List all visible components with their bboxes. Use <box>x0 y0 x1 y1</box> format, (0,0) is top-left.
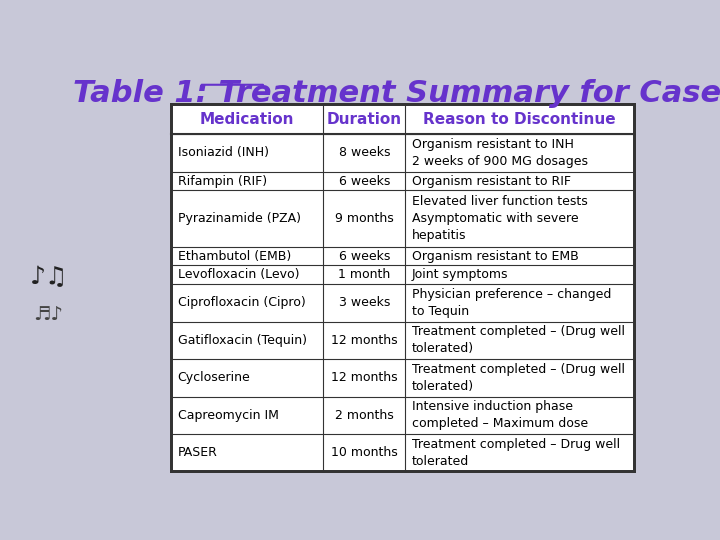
Text: Pyrazinamide (PZA): Pyrazinamide (PZA) <box>178 212 301 225</box>
Text: Cycloserine: Cycloserine <box>178 372 251 384</box>
Text: 6 weeks: 6 weeks <box>338 174 390 187</box>
Text: Organism resistant to RIF: Organism resistant to RIF <box>412 174 571 187</box>
Bar <box>171 104 634 471</box>
Text: Treatment completed – (Drug well
tolerated): Treatment completed – (Drug well tolerat… <box>412 325 625 355</box>
Text: Duration: Duration <box>327 112 402 127</box>
Text: 8 weeks: 8 weeks <box>338 146 390 159</box>
Text: 6 weeks: 6 weeks <box>338 249 390 262</box>
Text: Rifampin (RIF): Rifampin (RIF) <box>178 174 266 187</box>
Text: 12 months: 12 months <box>331 334 397 347</box>
Text: Elevated liver function tests
Asymptomatic with severe
hepatitis: Elevated liver function tests Asymptomat… <box>412 195 588 242</box>
Text: Ethambutol (EMB): Ethambutol (EMB) <box>178 249 291 262</box>
Text: Treatment completed – Drug well
tolerated: Treatment completed – Drug well tolerate… <box>412 438 620 468</box>
Text: 2 months: 2 months <box>335 409 394 422</box>
Text: Treatment completed – (Drug well
tolerated): Treatment completed – (Drug well tolerat… <box>412 363 625 393</box>
Text: Reason to Discontinue: Reason to Discontinue <box>423 112 616 127</box>
Text: ♪♫: ♪♫ <box>30 265 68 289</box>
Text: Organism resistant to INH
2 weeks of 900 MG dosages: Organism resistant to INH 2 weeks of 900… <box>412 138 588 168</box>
Text: Physician preference – changed
to Tequin: Physician preference – changed to Tequin <box>412 288 611 318</box>
Text: PASER: PASER <box>178 446 217 459</box>
Text: Ciprofloxacin (Cipro): Ciprofloxacin (Cipro) <box>178 296 305 309</box>
Text: Organism resistant to EMB: Organism resistant to EMB <box>412 249 579 262</box>
Text: Levofloxacin (Levo): Levofloxacin (Levo) <box>178 268 299 281</box>
Text: 9 months: 9 months <box>335 212 394 225</box>
Text: Gatifloxacin (Tequin): Gatifloxacin (Tequin) <box>178 334 307 347</box>
Text: 12 months: 12 months <box>331 372 397 384</box>
Text: Table 1: Treatment Summary for Case: Table 1: Treatment Summary for Case <box>73 79 720 109</box>
Text: Isoniazid (INH): Isoniazid (INH) <box>178 146 269 159</box>
Text: Medication: Medication <box>200 112 294 127</box>
Text: Capreomycin IM: Capreomycin IM <box>178 409 279 422</box>
Text: ♬♪: ♬♪ <box>34 305 63 324</box>
Text: 10 months: 10 months <box>331 446 397 459</box>
Text: Intensive induction phase
completed – Maximum dose: Intensive induction phase completed – Ma… <box>412 400 588 430</box>
Text: Joint symptoms: Joint symptoms <box>412 268 508 281</box>
Text: 3 weeks: 3 weeks <box>338 296 390 309</box>
Text: 1 month: 1 month <box>338 268 390 281</box>
